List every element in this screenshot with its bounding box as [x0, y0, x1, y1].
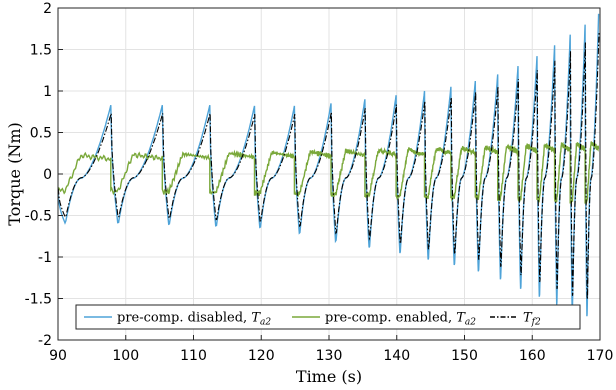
y-tick-label: 1	[43, 84, 52, 100]
legend-label: Tf2	[523, 311, 541, 328]
x-axis-title: Time (s)	[296, 367, 362, 386]
y-tick-label: 1.5	[30, 43, 52, 59]
x-tick-label: 90	[49, 348, 67, 364]
y-tick-label: -2	[38, 333, 52, 349]
legend-box	[75, 304, 581, 330]
x-axis-ticks: 90 100 110 120 130 140 150 160 170	[49, 335, 613, 364]
x-tick-label: 140	[383, 348, 410, 364]
y-tick-label: -0.5	[25, 209, 52, 225]
legend-label: pre-comp. disabled, Ta2	[117, 311, 271, 328]
x-tick-label: 100	[112, 348, 139, 364]
legend-label: pre-comp. enabled, Ta2	[325, 311, 476, 328]
y-tick-label: 2	[43, 1, 52, 17]
legend: pre-comp. disabled, Ta2 pre-comp. enabled…	[75, 304, 581, 330]
x-tick-label: 170	[587, 348, 614, 364]
x-tick-label: 120	[248, 348, 275, 364]
x-tick-label: 160	[519, 348, 546, 364]
y-axis-ticks: -2 -1.5 -1 -0.5 0 0.5 1 1.5 2	[25, 1, 63, 349]
series-line-tf2	[58, 32, 600, 300]
y-tick-label: 0.5	[30, 126, 52, 142]
y-axis-title: Torque (Nm)	[5, 122, 24, 225]
series-line-precomp-disabled	[58, 13, 600, 317]
plot-area	[58, 13, 600, 317]
x-tick-label: 130	[316, 348, 343, 364]
y-tick-label: 0	[43, 167, 52, 183]
y-tick-label: -1	[38, 250, 52, 266]
series-line-precomp-enabled	[58, 141, 600, 205]
grid-lines	[58, 8, 600, 340]
y-tick-label: -1.5	[25, 292, 52, 308]
x-tick-label: 150	[451, 348, 478, 364]
x-tick-label: 110	[180, 348, 207, 364]
